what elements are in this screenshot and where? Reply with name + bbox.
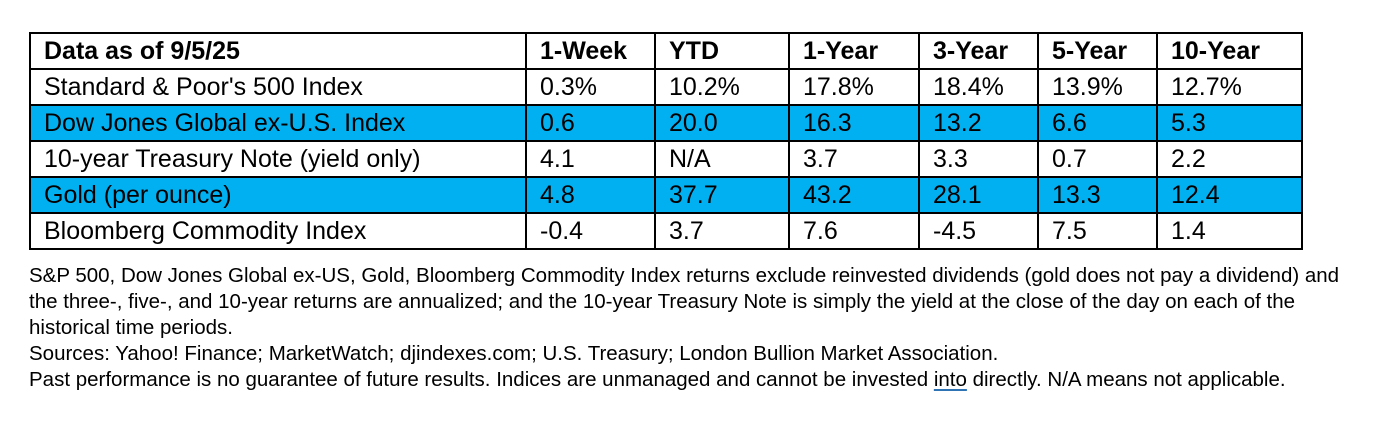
table-cell: 3.7 bbox=[654, 212, 790, 250]
table-cell: N/A bbox=[654, 140, 790, 178]
table-cell: 12.7% bbox=[1156, 68, 1303, 106]
table-cell: 13.2 bbox=[918, 104, 1039, 142]
row-label: Bloomberg Commodity Index bbox=[29, 212, 527, 250]
table-cell: 2.2 bbox=[1156, 140, 1303, 178]
table-cell: -4.5 bbox=[918, 212, 1039, 250]
table-cell: 4.8 bbox=[525, 176, 656, 214]
table-cell: 7.5 bbox=[1037, 212, 1158, 250]
table-row: 10-year Treasury Note (yield only) 4.1 N… bbox=[29, 140, 1303, 178]
table-cell: 0.3% bbox=[525, 68, 656, 106]
table-cell: 7.6 bbox=[788, 212, 920, 250]
table-cell: 13.3 bbox=[1037, 176, 1158, 214]
footnotes: S&P 500, Dow Jones Global ex-US, Gold, B… bbox=[29, 263, 1359, 393]
disclaimer-text: directly. N/A means not applicable. bbox=[966, 368, 1286, 391]
table-cell: 43.2 bbox=[788, 176, 920, 214]
table-cell: 5.3 bbox=[1156, 104, 1303, 142]
header-cell: 10-Year bbox=[1156, 32, 1303, 70]
table-cell: 0.6 bbox=[525, 104, 656, 142]
disclaimer-note: Past performance is no guarantee of futu… bbox=[29, 367, 1359, 393]
table-cell: 6.6 bbox=[1037, 104, 1158, 142]
disclaimer-text: Past performance is no guarantee of futu… bbox=[29, 368, 934, 391]
table-cell: 16.3 bbox=[788, 104, 920, 142]
row-label: Dow Jones Global ex-U.S. Index bbox=[29, 104, 527, 142]
table-row: Standard & Poor's 500 Index 0.3% 10.2% 1… bbox=[29, 68, 1303, 106]
table-row: Gold (per ounce) 4.8 37.7 43.2 28.1 13.3… bbox=[29, 176, 1303, 214]
table-cell: 20.0 bbox=[654, 104, 790, 142]
header-cell: YTD bbox=[654, 32, 790, 70]
table-cell: 28.1 bbox=[918, 176, 1039, 214]
sources-note: Sources: Yahoo! Finance; MarketWatch; dj… bbox=[29, 342, 999, 365]
table-cell: 18.4% bbox=[918, 68, 1039, 106]
table-cell: 13.9% bbox=[1037, 68, 1158, 106]
table-cell: 3.3 bbox=[918, 140, 1039, 178]
methodology-note: S&P 500, Dow Jones Global ex-US, Gold, B… bbox=[29, 264, 1340, 339]
table-cell: 10.2% bbox=[654, 68, 790, 106]
performance-table: Data as of 9/5/25 1-Week YTD 1-Year 3-Ye… bbox=[29, 32, 1303, 250]
header-cell: 1-Week bbox=[525, 32, 656, 70]
row-label: Standard & Poor's 500 Index bbox=[29, 68, 527, 106]
table-cell: 17.8% bbox=[788, 68, 920, 106]
table-row: Bloomberg Commodity Index -0.4 3.7 7.6 -… bbox=[29, 212, 1303, 250]
table-cell: 1.4 bbox=[1156, 212, 1303, 250]
header-cell: Data as of 9/5/25 bbox=[29, 32, 527, 70]
table-cell: 3.7 bbox=[788, 140, 920, 178]
table-row: Dow Jones Global ex-U.S. Index 0.6 20.0 … bbox=[29, 104, 1303, 142]
table-cell: 4.1 bbox=[525, 140, 656, 178]
table-cell: -0.4 bbox=[525, 212, 656, 250]
spellcheck-underlined-word: into bbox=[933, 368, 967, 391]
table-cell: 0.7 bbox=[1037, 140, 1158, 178]
table-cell: 12.4 bbox=[1156, 176, 1303, 214]
table-cell: 37.7 bbox=[654, 176, 790, 214]
header-cell: 1-Year bbox=[788, 32, 920, 70]
header-cell: 5-Year bbox=[1037, 32, 1158, 70]
header-cell: 3-Year bbox=[918, 32, 1039, 70]
row-label: Gold (per ounce) bbox=[29, 176, 527, 214]
table-header-row: Data as of 9/5/25 1-Week YTD 1-Year 3-Ye… bbox=[29, 32, 1303, 70]
row-label: 10-year Treasury Note (yield only) bbox=[29, 140, 527, 178]
